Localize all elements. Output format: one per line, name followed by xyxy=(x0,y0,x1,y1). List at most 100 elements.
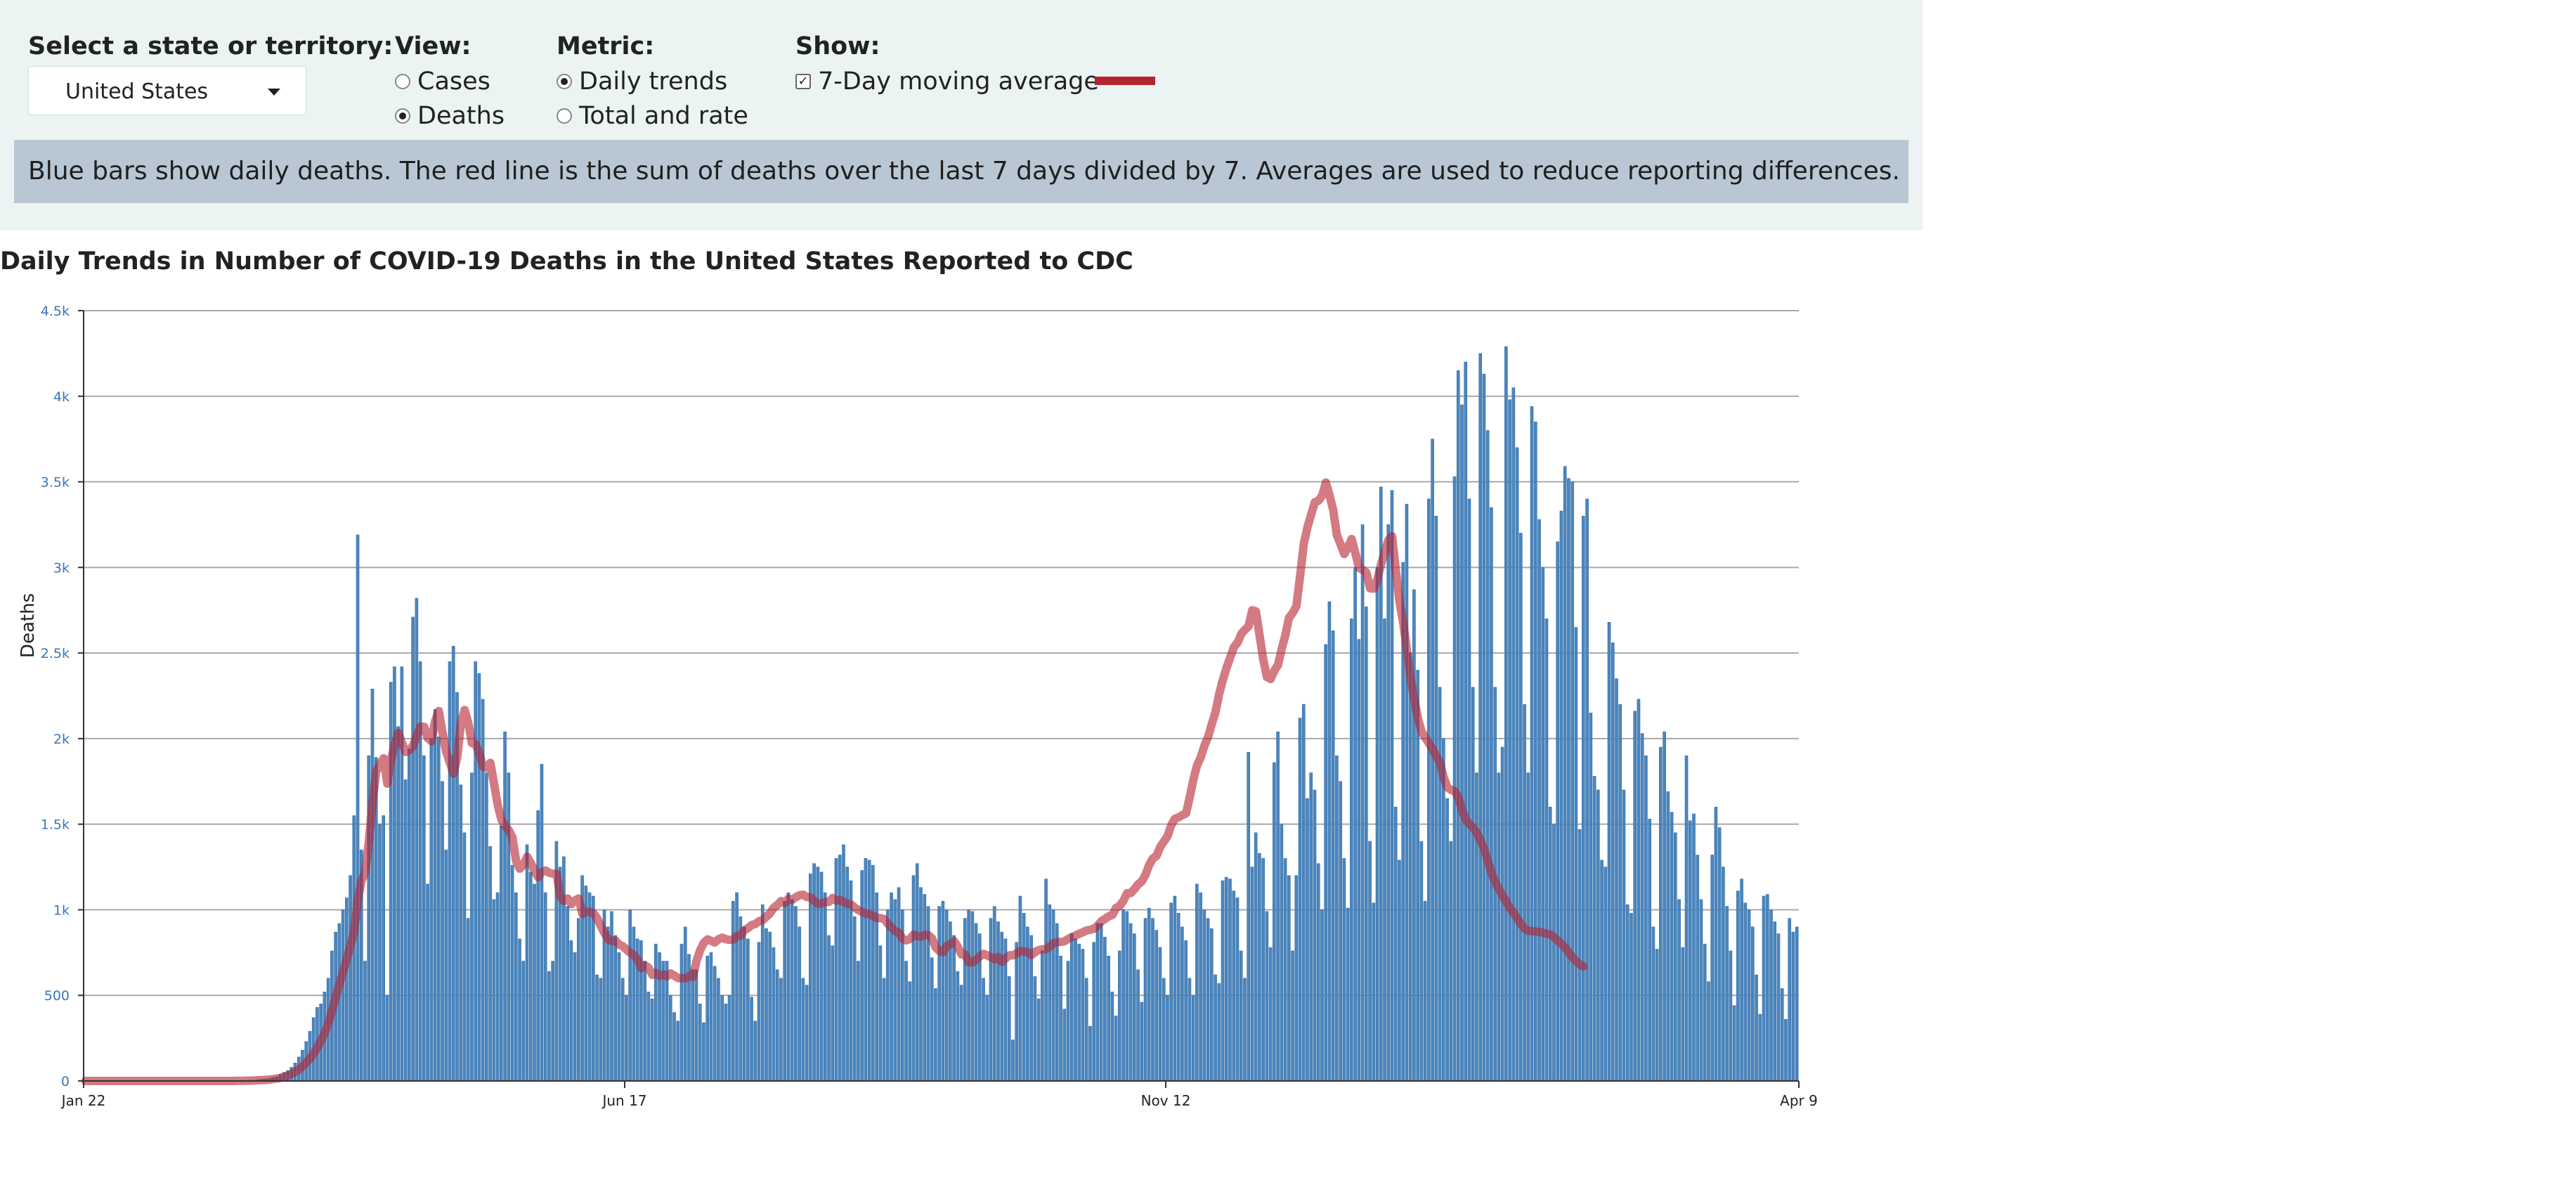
bar xyxy=(436,737,441,1082)
bar xyxy=(1199,892,1202,1082)
bar xyxy=(1710,855,1715,1082)
bar xyxy=(750,997,753,1082)
bar xyxy=(1515,447,1519,1082)
bar xyxy=(1769,909,1773,1082)
bar xyxy=(470,772,474,1082)
bar xyxy=(1500,746,1504,1082)
bar xyxy=(1559,510,1563,1082)
bar xyxy=(709,952,713,1082)
y-tick-label: 4.5k xyxy=(41,304,70,319)
bar xyxy=(1092,942,1096,1082)
bar xyxy=(672,1012,676,1082)
bar xyxy=(1077,943,1081,1082)
bar xyxy=(1103,937,1107,1082)
bar xyxy=(1475,772,1478,1082)
moving-average-checkbox[interactable]: ✓ xyxy=(795,74,811,89)
state-select-value: United States xyxy=(65,79,209,104)
bar xyxy=(1364,607,1368,1082)
bar xyxy=(1339,781,1342,1082)
bar xyxy=(620,978,625,1082)
y-tick-label: 4k xyxy=(53,389,70,405)
bar xyxy=(1456,370,1460,1082)
metric-label: Metric: xyxy=(557,32,655,60)
bar xyxy=(514,892,518,1082)
bar xyxy=(385,995,389,1082)
y-tick-label: 2k xyxy=(53,732,70,747)
bar xyxy=(878,945,883,1082)
bar xyxy=(1283,858,1287,1082)
bar xyxy=(507,772,511,1082)
bar xyxy=(1372,902,1376,1082)
bar xyxy=(1563,466,1567,1082)
bar xyxy=(1530,406,1534,1082)
radio-daily-trends[interactable] xyxy=(557,74,572,89)
bar xyxy=(1585,498,1589,1082)
bar xyxy=(433,709,437,1082)
bar xyxy=(1140,1002,1144,1082)
view-option-deaths[interactable]: Deaths xyxy=(395,102,505,130)
bar xyxy=(1423,900,1427,1082)
bar xyxy=(1306,798,1309,1082)
bar xyxy=(411,616,415,1082)
bar xyxy=(937,906,942,1082)
bar xyxy=(1011,1039,1015,1082)
bar xyxy=(451,646,455,1082)
y-tick-label: 3.5k xyxy=(41,475,70,491)
y-tick-label: 1.5k xyxy=(41,817,70,833)
bar xyxy=(985,995,989,1082)
bar xyxy=(341,909,345,1082)
radio-deaths[interactable] xyxy=(395,108,410,124)
bar xyxy=(1655,949,1659,1082)
bar xyxy=(805,985,809,1082)
bar xyxy=(1018,895,1022,1082)
bar xyxy=(1022,913,1026,1082)
bar xyxy=(1368,841,1372,1082)
radio-total-rate[interactable] xyxy=(557,108,572,124)
view-option-cases[interactable]: Cases xyxy=(395,67,490,96)
metric-option-daily[interactable]: Daily trends xyxy=(557,67,727,96)
bar xyxy=(1604,867,1608,1082)
bar xyxy=(1166,995,1169,1082)
show-moving-average[interactable]: ✓ 7-Day moving average xyxy=(795,67,1099,96)
bar xyxy=(1452,476,1457,1082)
bar xyxy=(613,935,618,1082)
bar xyxy=(1350,618,1353,1082)
bar xyxy=(1788,918,1792,1082)
bar xyxy=(1180,926,1184,1082)
x-tick-label: Apr 9 xyxy=(1780,1092,1818,1109)
bar xyxy=(930,957,934,1082)
bar xyxy=(1069,933,1074,1082)
bar xyxy=(1033,976,1037,1082)
bar xyxy=(1235,898,1240,1082)
bar xyxy=(1176,913,1180,1082)
bar xyxy=(378,824,382,1082)
bar xyxy=(1154,930,1159,1082)
bar xyxy=(944,909,949,1082)
bar xyxy=(1765,894,1769,1082)
bar xyxy=(801,978,805,1082)
bar xyxy=(1128,923,1133,1082)
bar xyxy=(1511,387,1516,1082)
bar xyxy=(587,892,592,1082)
bar xyxy=(823,892,827,1082)
y-tick-label: 0 xyxy=(61,1074,70,1089)
bar xyxy=(1301,704,1306,1082)
bar xyxy=(1066,961,1070,1082)
bar xyxy=(393,666,396,1082)
metric-option-total[interactable]: Total and rate xyxy=(557,102,748,130)
bar xyxy=(783,900,787,1082)
bar xyxy=(768,931,772,1082)
bar xyxy=(967,909,970,1082)
bar xyxy=(1717,827,1722,1082)
bar xyxy=(466,918,470,1082)
view-option-deaths-label: Deaths xyxy=(417,102,505,130)
bar xyxy=(735,892,739,1082)
bar xyxy=(599,978,603,1082)
radio-cases[interactable] xyxy=(395,74,410,89)
bar xyxy=(1191,995,1195,1082)
bar xyxy=(1291,950,1294,1082)
bar xyxy=(679,943,684,1082)
bar xyxy=(1533,422,1537,1082)
y-tick-label: 1k xyxy=(53,902,70,918)
state-select[interactable]: United States xyxy=(28,66,306,115)
